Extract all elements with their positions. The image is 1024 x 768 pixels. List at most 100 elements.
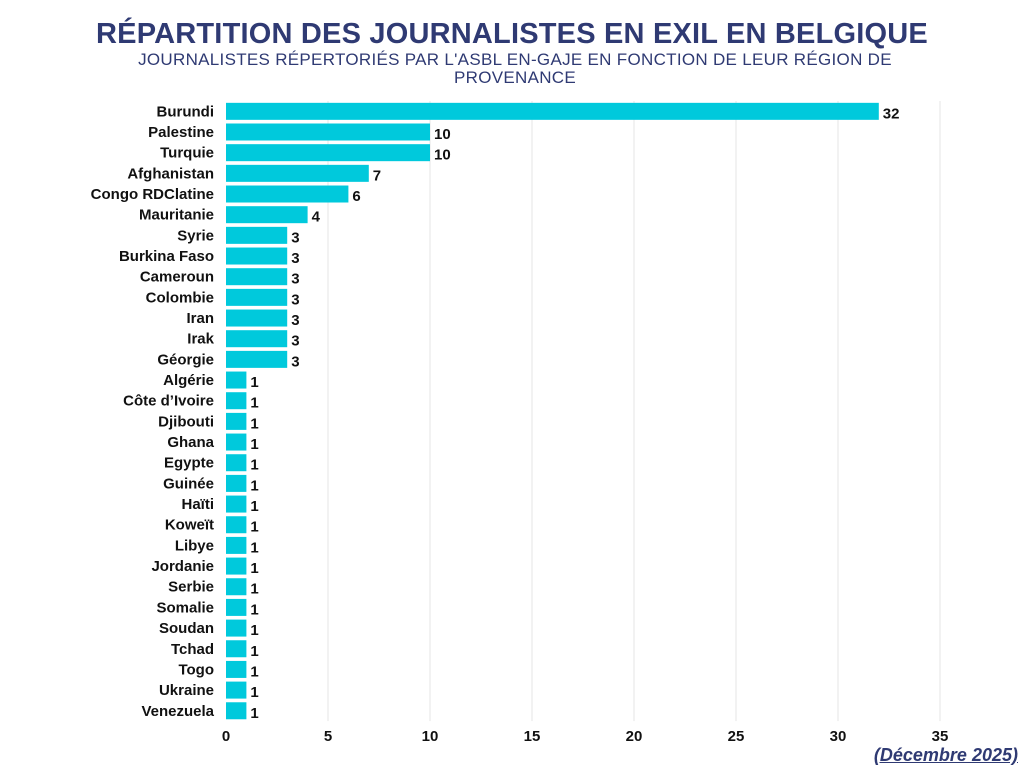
date-footnote: (Décembre 2025) bbox=[873, 745, 1018, 765]
category-label: Jordanie bbox=[151, 558, 214, 575]
value-label: 6 bbox=[352, 188, 360, 205]
chart-title: RÉPARTITION DES JOURNALISTES EN EXIL EN … bbox=[96, 18, 928, 50]
category-label: Djibouti bbox=[158, 413, 214, 430]
value-label: 1 bbox=[250, 663, 258, 680]
value-label: 3 bbox=[291, 291, 299, 308]
value-label: 3 bbox=[291, 333, 299, 350]
bar bbox=[226, 681, 247, 699]
bar bbox=[226, 288, 288, 306]
bar bbox=[226, 102, 879, 120]
x-tick-label: 25 bbox=[728, 728, 745, 745]
bar bbox=[226, 350, 288, 368]
category-label: Mauritanie bbox=[139, 207, 214, 224]
bar bbox=[226, 309, 288, 327]
bar bbox=[226, 412, 247, 430]
bar bbox=[226, 495, 247, 513]
category-label: Serbie bbox=[168, 579, 214, 596]
value-label: 1 bbox=[250, 374, 258, 391]
bar bbox=[226, 226, 288, 244]
value-label: 3 bbox=[291, 353, 299, 370]
value-label: 7 bbox=[373, 167, 381, 184]
category-label: Burundi bbox=[157, 103, 215, 120]
bar bbox=[226, 660, 247, 678]
value-label: 1 bbox=[250, 539, 258, 556]
category-label: Haïti bbox=[181, 496, 214, 513]
value-label: 1 bbox=[250, 477, 258, 494]
category-label: Irak bbox=[187, 331, 214, 348]
value-label: 1 bbox=[250, 395, 258, 412]
value-label: 1 bbox=[250, 560, 258, 577]
bar bbox=[226, 578, 247, 596]
value-label: 1 bbox=[250, 684, 258, 701]
value-label: 10 bbox=[434, 147, 451, 164]
bar bbox=[226, 454, 247, 472]
bar bbox=[226, 164, 369, 182]
bar bbox=[226, 123, 430, 141]
value-label: 32 bbox=[883, 105, 900, 122]
category-label: Libye bbox=[175, 537, 214, 554]
value-label: 1 bbox=[250, 457, 258, 474]
chart-subtitle: JOURNALISTES RÉPERTORIÉS PAR L'ASBL EN-G… bbox=[138, 50, 892, 87]
category-label: Venezuela bbox=[141, 703, 214, 720]
bar bbox=[226, 598, 247, 616]
bar bbox=[226, 185, 349, 203]
value-label: 3 bbox=[291, 229, 299, 246]
value-label: 1 bbox=[250, 498, 258, 515]
x-tick-label: 35 bbox=[932, 728, 949, 745]
bar bbox=[226, 206, 308, 224]
category-label: Ghana bbox=[167, 434, 214, 451]
value-label: 3 bbox=[291, 312, 299, 329]
category-label: Turquie bbox=[160, 145, 214, 162]
x-tick-label: 0 bbox=[222, 728, 230, 745]
value-label: 4 bbox=[312, 209, 321, 226]
category-label: Cameroun bbox=[140, 269, 214, 286]
bar bbox=[226, 640, 247, 658]
category-label: Iran bbox=[186, 310, 214, 327]
bar bbox=[226, 371, 247, 389]
category-label: Tchad bbox=[171, 641, 214, 658]
x-tick-label: 30 bbox=[830, 728, 847, 745]
bar bbox=[226, 702, 247, 720]
bar bbox=[226, 433, 247, 451]
value-label: 1 bbox=[250, 415, 258, 432]
category-label: Togo bbox=[178, 661, 214, 678]
x-tick-label: 5 bbox=[324, 728, 332, 745]
category-label: Koweït bbox=[165, 517, 214, 534]
value-label: 1 bbox=[250, 519, 258, 536]
value-label: 10 bbox=[434, 126, 451, 143]
category-label: Algérie bbox=[163, 372, 214, 389]
value-label: 3 bbox=[291, 250, 299, 267]
value-label: 1 bbox=[250, 601, 258, 618]
bar bbox=[226, 619, 247, 637]
value-label: 3 bbox=[291, 271, 299, 288]
bar bbox=[226, 557, 247, 575]
value-label: 1 bbox=[250, 436, 258, 453]
x-tick-label: 20 bbox=[626, 728, 643, 745]
bar bbox=[226, 268, 288, 286]
bar bbox=[226, 330, 288, 348]
value-label: 1 bbox=[250, 622, 258, 639]
category-label: Burkina Faso bbox=[119, 248, 214, 265]
bar bbox=[226, 516, 247, 534]
value-label: 1 bbox=[250, 705, 258, 722]
category-label: Ukraine bbox=[159, 682, 214, 699]
x-tick-label: 15 bbox=[524, 728, 541, 745]
category-label: Egypte bbox=[164, 455, 214, 472]
category-label: Palestine bbox=[148, 124, 214, 141]
category-label: Géorgie bbox=[157, 351, 214, 368]
bar bbox=[226, 247, 288, 265]
category-label: Congo RDClatine bbox=[91, 186, 214, 203]
x-tick-label: 10 bbox=[422, 728, 439, 745]
category-label: Guinée bbox=[163, 475, 214, 492]
category-label: Syrie bbox=[177, 227, 214, 244]
bar bbox=[226, 144, 430, 162]
category-label: Somalie bbox=[156, 599, 214, 616]
category-label: Afghanistan bbox=[127, 165, 214, 182]
category-label: Colombie bbox=[146, 289, 214, 306]
value-label: 1 bbox=[250, 581, 258, 598]
bar bbox=[226, 474, 247, 492]
bar bbox=[226, 536, 247, 554]
category-label: Côte d’Ivoire bbox=[123, 393, 214, 410]
bar bbox=[226, 392, 247, 410]
